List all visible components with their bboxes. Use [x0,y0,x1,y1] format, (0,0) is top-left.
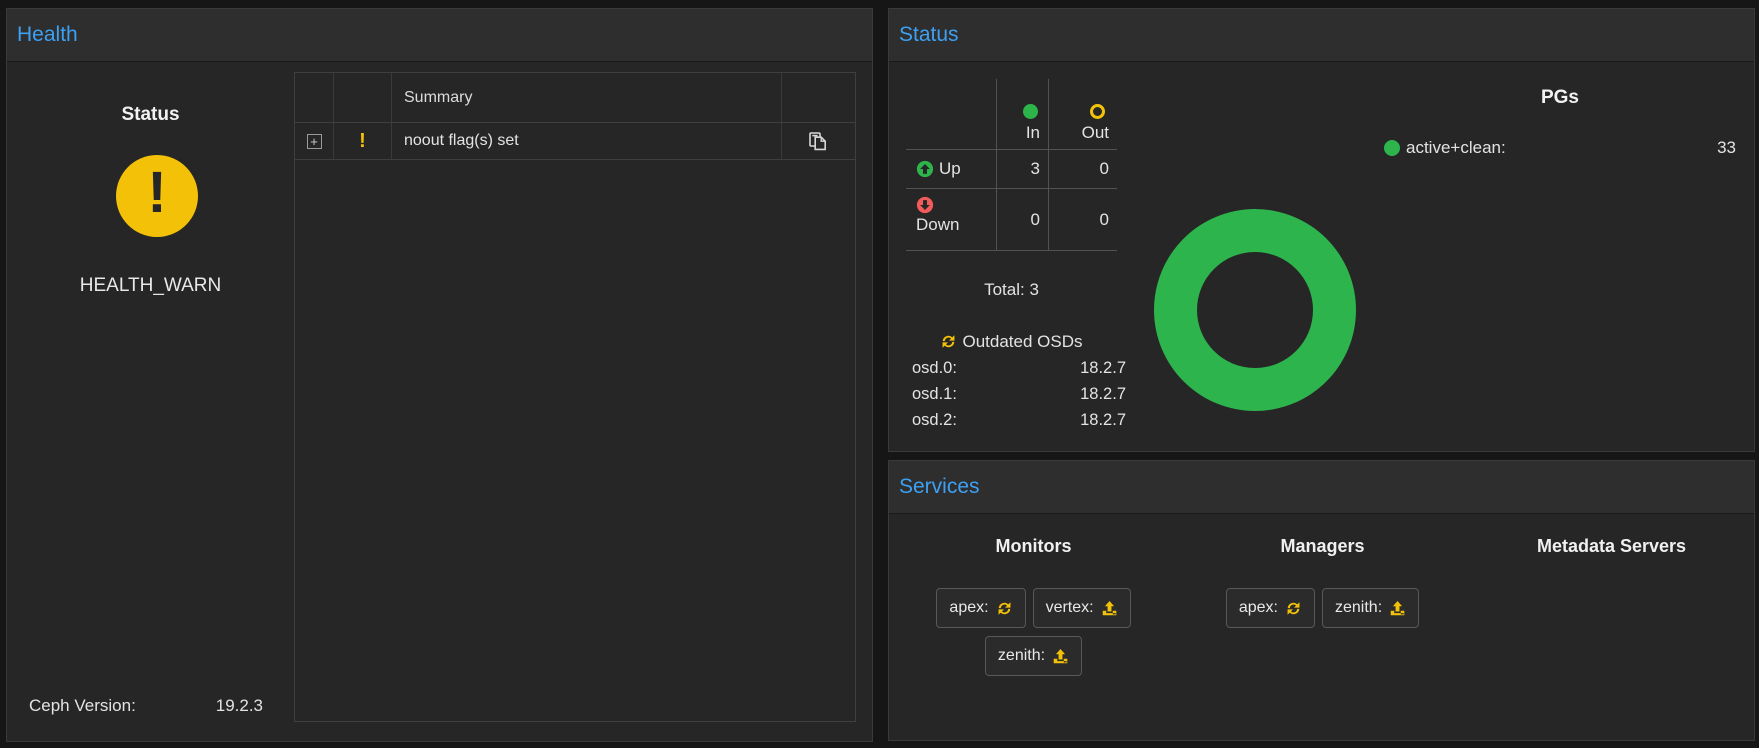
service-button-mon-vertex[interactable]: vertex: [1032,588,1131,628]
outdated-osd-row: osd.1: 18.2.7 [912,385,1126,403]
health-panel-header: Health [7,9,872,62]
osd-total: Total: 3 [984,280,1039,299]
refresh-icon [996,600,1013,617]
osd-up-out: 0 [1049,150,1117,189]
upload-icon [1101,600,1118,617]
osd-col-in: In [997,79,1049,150]
ceph-version-label: Ceph Version: [29,696,136,715]
arrow-circle-up-icon [916,160,934,178]
in-dot-icon [1023,104,1038,119]
pgs-heading: PGs [1540,87,1580,108]
osd-down-out: 0 [1049,189,1117,251]
status-panel-title: Status [899,23,959,46]
copy-icon[interactable] [809,131,827,151]
summary-cell: noout flag(s) set [392,123,782,159]
upload-icon [1052,648,1069,665]
health-summary-table: Summary + ! noout flag(s) set [294,72,856,722]
summary-column-header: Summary [392,73,782,122]
active-clean-dot-icon [1384,140,1400,156]
services-panel-title: Services [899,475,980,498]
status-panel-header: Status [889,9,1754,62]
services-panel-header: Services [889,461,1754,514]
ceph-version-value: 19.2.3 [215,696,263,715]
refresh-icon [940,333,957,350]
osd-up-in: 3 [997,150,1049,189]
status-panel: Status In Out Up 3 [888,8,1755,452]
health-status-text: HEALTH_WARN [79,275,222,296]
table-row[interactable]: + ! noout flag(s) set [295,123,855,160]
health-panel: Health Status ! HEALTH_WARN Ceph Version… [6,8,873,742]
outdated-osds-title: Outdated OSDs [906,332,1117,352]
osd-row-down: Down [906,189,997,251]
service-button-mgr-zenith[interactable]: zenith: [1322,588,1420,628]
arrow-circle-down-icon [916,196,934,214]
osd-col-out: Out [1049,79,1117,150]
pgs-legend-value: 33 [1717,138,1736,157]
warning-severity-icon: ! [359,129,366,152]
status-heading: Status [121,104,180,125]
service-button-mgr-apex[interactable]: apex: [1225,588,1315,628]
outdated-osd-row: osd.2: 18.2.7 [912,411,1126,429]
pgs-donut-chart [1154,209,1356,411]
service-button-mon-zenith[interactable]: zenith: [984,636,1083,676]
osd-row-up: Up [906,150,997,189]
services-panel: Services Monitors apex: vertex: ze [888,460,1755,741]
health-panel-title: Health [17,23,78,46]
refresh-icon [1285,600,1302,617]
monitors-column: Monitors apex: vertex: zenith: [889,461,1178,740]
managers-column: Managers apex: zenith: [1178,461,1467,740]
metadata-servers-column: Metadata Servers [1467,461,1756,740]
upload-icon [1389,600,1406,617]
managers-heading: Managers [1280,536,1365,556]
osd-down-in: 0 [997,189,1049,251]
ceph-version-row: Ceph Version: 19.2.3 [29,696,263,716]
monitors-heading: Monitors [995,536,1072,556]
expand-row-icon[interactable]: + [306,133,322,149]
pgs-legend-row: active+clean: 33 [1384,138,1736,158]
service-button-mon-apex[interactable]: apex: [936,588,1026,628]
outdated-osd-row: osd.0: 18.2.7 [912,359,1126,377]
pgs-legend-label: active+clean: [1406,138,1506,157]
health-table-header: Summary [295,73,855,123]
health-warning-icon: ! [116,155,198,237]
metadata-servers-heading: Metadata Servers [1536,536,1687,556]
osd-inout-table: In Out Up 3 0 [906,79,1117,251]
out-ring-icon [1090,104,1105,119]
